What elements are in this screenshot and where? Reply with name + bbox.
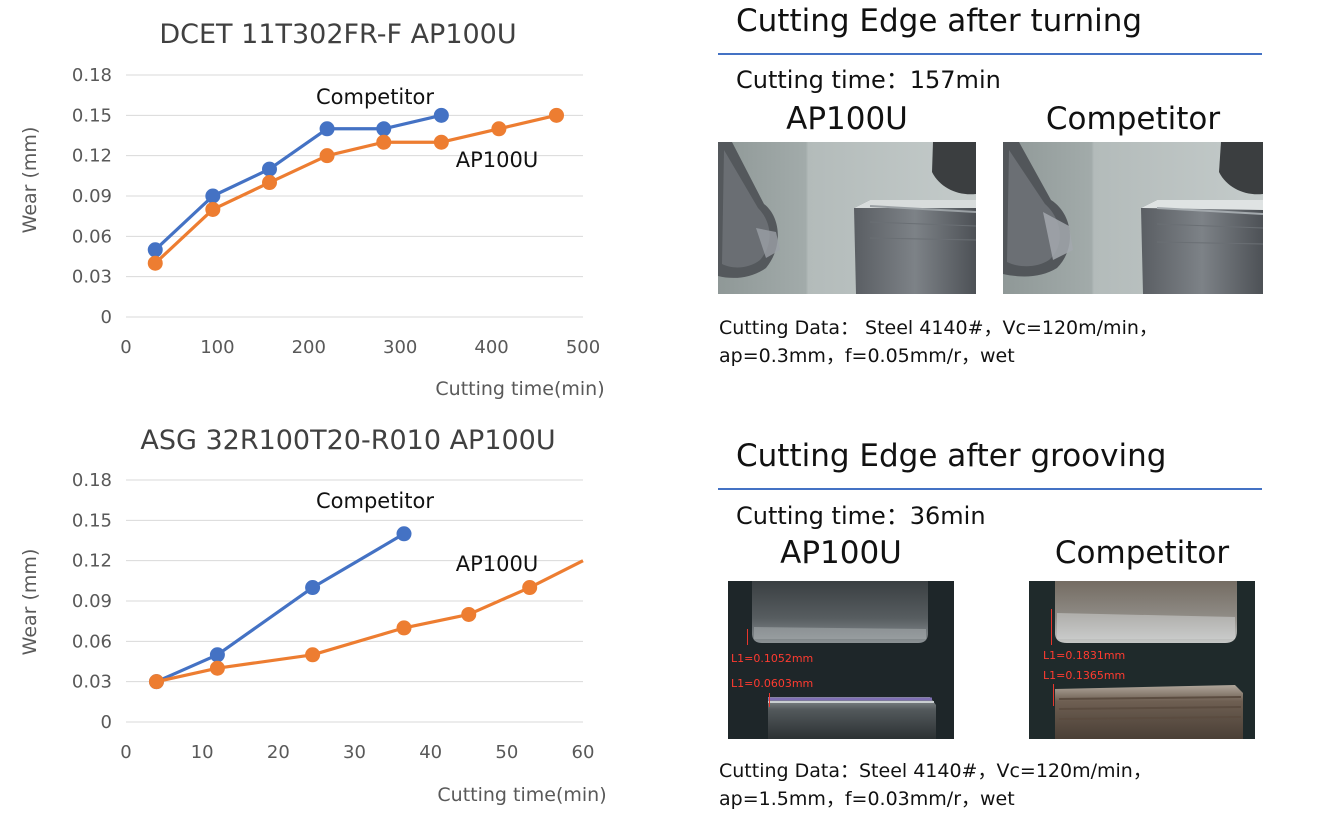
y-tick-label: 0.12 [72,146,112,167]
data-point-competitor [209,647,225,663]
competitor-turning-edge-photo [1003,142,1263,294]
measurement-bottom: L1=0.1365mm [1043,669,1126,682]
cutting-data-line-2: ap=0.3mm，f=0.05mm/r，wet [719,345,1015,367]
measure-bar [769,693,770,707]
data-point-ap100u [376,134,392,150]
data-point-ap100u [148,674,164,690]
measurement-bottom: L1=0.0603mm [731,677,814,690]
measurement-top: L1=0.1831mm [1043,649,1126,662]
section-divider [718,53,1262,55]
column-label-ap100u: AP100U [780,535,902,571]
cutting-data-line-2: ap=1.5mm，f=0.03mm/r，wet [719,788,1015,810]
section-title-turning: Cutting Edge after turning [736,3,1143,39]
series-label-ap100u: AP100U [456,148,538,172]
x-tick-label: 30 [343,742,366,763]
x-tick-label: 0 [120,742,131,763]
data-point-ap100u [205,201,221,217]
y-tick-label: 0.03 [72,267,112,288]
measure-bar [1051,609,1052,645]
column-label-ap100u: AP100U [786,101,908,137]
data-point-competitor [319,121,335,137]
cutting-data-line-1: Cutting Data： Steel 4140#，Vc=120m/min， [719,317,1158,339]
data-point-ap100u [305,647,321,663]
chart-title: DCET 11T302FR-F AP100U [159,19,516,50]
series-label-ap100u: AP100U [456,552,538,576]
series-line-competitor [155,532,405,684]
section-divider [718,488,1262,490]
y-tick-label: 0.12 [72,551,112,572]
x-tick-label: 200 [292,337,326,358]
data-point-competitor [205,188,221,204]
y-tick-label: 0 [101,712,112,733]
data-point-competitor [261,161,277,177]
x-tick-label: 400 [474,337,508,358]
y-tick-label: 0.09 [72,591,112,612]
series-line-ap100u [154,113,557,265]
y-tick-label: 0.06 [72,226,112,247]
data-point-ap100u [461,606,477,622]
data-point-ap100u [433,134,449,150]
data-point-ap100u [147,255,163,271]
turning-chart: DCET 11T302FR-F AP100U 0 0.03 0.06 0.09 0.12… [19,19,605,400]
series-line-competitor [154,113,442,251]
y-tick-label: 0.18 [72,65,112,86]
data-point-ap100u [209,660,225,676]
x-tick-label: 500 [566,337,600,358]
x-tick-label: 100 [200,337,234,358]
measure-bar [1053,684,1054,706]
x-tick-label: 10 [191,742,214,763]
competitor-grooving-edge-photo: L1=0.1831mm L1=0.1365mm [1029,581,1255,739]
section-title-grooving: Cutting Edge after grooving [736,438,1167,474]
cutting-time: Cutting time：36min [736,502,986,530]
column-label-competitor: Competitor [1045,101,1221,137]
chart-title: ASG 32R100T20-R010 AP100U [140,425,555,456]
x-tick-label: 20 [267,742,290,763]
grooving-chart: ASG 32R100T20-R010 AP100U 0 0.03 0.06 0.09 0… [19,425,607,806]
x-tick-label: 300 [383,337,417,358]
y-tick-label: 0.15 [72,510,112,531]
x-tick-label: 50 [495,742,518,763]
y-tick-label: 0.03 [72,672,112,693]
x-tick-label: 0 [120,337,131,358]
data-point-competitor [396,526,412,542]
y-axis-label: Wear (mm) [19,127,41,234]
data-point-competitor [376,121,392,137]
y-axis-label: Wear (mm) [19,549,41,656]
cutting-data-line-1: Cutting Data：Steel 4140#，Vc=120m/min， [719,760,1152,782]
y-tick-label: 0.15 [72,105,112,126]
x-axis-label: Cutting time(min) [437,784,606,806]
measurement-top: L1=0.1052mm [731,652,814,665]
data-point-ap100u [548,107,564,123]
y-tick-label: 0.18 [72,470,112,491]
data-point-ap100u [522,580,538,596]
y-tick-label: 0.06 [72,631,112,652]
data-point-competitor [305,580,321,596]
data-point-ap100u [491,121,507,137]
cutting-time: Cutting time：157min [736,66,1001,94]
series-label-competitor: Competitor [316,489,434,513]
data-point-competitor [433,107,449,123]
ap100u-grooving-edge-photo: L1=0.1052mm L1=0.0603mm [728,581,954,739]
data-point-ap100u [319,148,335,164]
x-tick-label: 60 [572,742,595,763]
data-point-ap100u [261,175,277,191]
data-point-competitor [147,242,163,258]
data-point-ap100u [396,620,412,636]
measure-bar [747,629,748,645]
column-label-competitor: Competitor [1054,535,1230,571]
y-tick-label: 0 [101,307,112,328]
series-label-competitor: Competitor [316,85,434,109]
x-axis-label: Cutting time(min) [435,378,604,400]
x-tick-label: 40 [419,742,442,763]
y-tick-label: 0.09 [72,186,112,207]
ap100u-turning-edge-photo [718,142,976,294]
